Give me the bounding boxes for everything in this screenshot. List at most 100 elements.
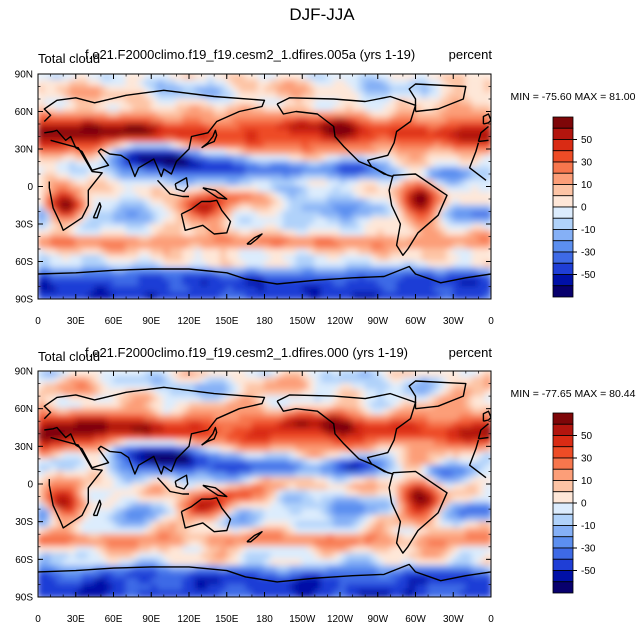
colorbar-label: 30 xyxy=(581,158,593,169)
x-tick-label: 30W xyxy=(443,614,464,625)
colorbar-label: 50 xyxy=(581,431,593,442)
x-tick-label: 150W xyxy=(289,614,316,625)
y-tick-label: 90S xyxy=(15,593,33,604)
colorbar-swatch xyxy=(552,206,574,219)
colorbar-swatch xyxy=(552,558,574,571)
colorbar-swatch xyxy=(552,547,574,560)
panel-left-title: Total cloud xyxy=(38,349,100,364)
colorbar-label: 0 xyxy=(581,203,587,214)
y-tick-label: 60N xyxy=(15,404,33,415)
colorbar-swatch xyxy=(552,240,574,253)
coastlines xyxy=(38,380,491,583)
x-tick-label: 90W xyxy=(367,316,388,327)
colorbar-swatch xyxy=(552,480,574,493)
colorbar-swatch xyxy=(552,502,574,515)
colorbar-swatch xyxy=(552,446,574,459)
colorbar-label: -10 xyxy=(581,521,596,532)
x-tick-label: 90W xyxy=(367,614,388,625)
colorbar-swatch xyxy=(552,468,574,481)
x-tick-label: 30W xyxy=(443,316,464,327)
colorbar-label: -10 xyxy=(581,225,596,236)
x-tick-label: 30E xyxy=(67,614,85,625)
colorbar-swatch xyxy=(552,127,574,140)
colorbar-swatch xyxy=(552,195,574,208)
colorbar-swatch xyxy=(552,116,574,129)
y-tick-label: 30N xyxy=(15,145,33,156)
figure-title: DJF-JJA xyxy=(289,5,355,24)
y-tick-label: 90N xyxy=(15,367,33,378)
colorbar-label: 30 xyxy=(581,454,593,465)
y-tick-label: 30S xyxy=(15,517,33,528)
panel-left-title: Total cloud xyxy=(38,51,100,66)
x-tick-label: 60W xyxy=(405,614,426,625)
colorbar-swatch xyxy=(552,161,574,174)
colorbar-swatch xyxy=(552,262,574,275)
colorbar-swatch xyxy=(552,217,574,230)
x-tick-label: 150E xyxy=(215,316,239,327)
colorbar-swatch xyxy=(552,581,574,594)
x-tick-label: 120W xyxy=(327,316,354,327)
colorbar-swatch xyxy=(552,251,574,264)
colorbar-swatch xyxy=(552,285,574,298)
y-tick-label: 60S xyxy=(15,257,33,268)
y-tick-label: 30S xyxy=(15,220,33,231)
x-tick-label: 60E xyxy=(105,316,123,327)
x-tick-label: 60W xyxy=(405,316,426,327)
colorbar-swatch xyxy=(552,184,574,197)
panel-min-max: MIN = -77.65 MAX = 80.44 xyxy=(511,388,636,400)
panel-center-title: f.e21.F2000climo.f19_f19.cesm2_1.dfires.… xyxy=(85,47,415,62)
colorbar-swatch xyxy=(552,172,574,185)
x-tick-label: 120W xyxy=(327,614,354,625)
x-tick-label: 30E xyxy=(67,316,85,327)
colorbar-swatch xyxy=(552,139,574,152)
colorbar-label: 10 xyxy=(581,180,593,191)
y-tick-label: 60N xyxy=(15,107,33,118)
x-tick-label: 60E xyxy=(105,614,123,625)
colorbar-label: -30 xyxy=(581,544,596,555)
colorbar-swatch xyxy=(552,412,574,425)
x-tick-label: 180 xyxy=(256,614,273,625)
panel-bottom: Total cloudf.e21.F2000climo.f19_f19.cesm… xyxy=(15,345,636,625)
cloud-field xyxy=(38,371,491,597)
colorbar: 50 30 10 0 -10 -30 -50 xyxy=(552,116,596,298)
x-tick-label: 150E xyxy=(215,614,239,625)
y-tick-label: 0 xyxy=(27,480,33,491)
colorbar-label: -50 xyxy=(581,566,596,577)
x-tick-label: 150W xyxy=(289,316,316,327)
colorbar-swatch xyxy=(552,525,574,538)
colorbar-swatch xyxy=(552,457,574,470)
colorbar-swatch xyxy=(552,536,574,549)
x-tick-label: 90E xyxy=(142,316,160,327)
x-tick-label: 0 xyxy=(35,614,41,625)
colorbar-swatch xyxy=(552,274,574,287)
colorbar-swatch xyxy=(552,570,574,583)
y-tick-label: 60S xyxy=(15,555,33,566)
colorbar-swatch xyxy=(552,435,574,448)
x-tick-label: 120E xyxy=(177,316,201,327)
x-tick-label: 0 xyxy=(35,316,41,327)
x-tick-label: 0 xyxy=(488,316,494,327)
x-tick-label: 90E xyxy=(142,614,160,625)
cloud-field xyxy=(38,74,491,299)
y-tick-label: 90N xyxy=(15,70,33,81)
colorbar-label: 10 xyxy=(581,476,593,487)
colorbar: 50 30 10 0 -10 -30 -50 xyxy=(552,412,596,594)
colorbar-label: -30 xyxy=(581,248,596,259)
y-tick-label: 30N xyxy=(15,442,33,453)
colorbar-swatch xyxy=(552,513,574,526)
colorbar-swatch xyxy=(552,150,574,163)
colorbar-swatch xyxy=(552,491,574,504)
x-tick-label: 120E xyxy=(177,614,201,625)
panel-units: percent xyxy=(449,345,493,360)
y-tick-label: 0 xyxy=(27,182,33,193)
coastlines xyxy=(38,83,491,285)
panel-center-title: f.e21.F2000climo.f19_f19.cesm2_1.dfires.… xyxy=(85,345,408,360)
panel-units: percent xyxy=(449,47,493,62)
x-tick-label: 180 xyxy=(256,316,273,327)
colorbar-label: -50 xyxy=(581,270,596,281)
y-tick-label: 90S xyxy=(15,295,33,306)
panel-top: Total cloudf.e21.F2000climo.f19_f19.cesm… xyxy=(15,47,636,327)
x-tick-label: 0 xyxy=(488,614,494,625)
colorbar-label: 50 xyxy=(581,135,593,146)
